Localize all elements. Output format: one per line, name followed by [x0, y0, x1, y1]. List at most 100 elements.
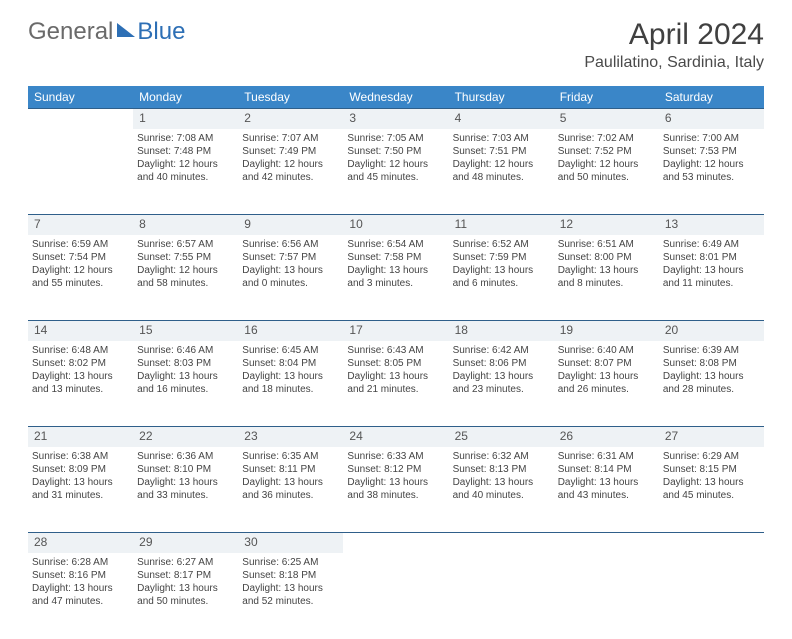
day-cell: Sunrise: 6:28 AMSunset: 8:16 PMDaylight:… — [28, 553, 133, 639]
day-number-cell: 1 — [133, 109, 238, 129]
day-cell — [449, 553, 554, 639]
sunset-line: Sunset: 8:04 PM — [242, 357, 339, 370]
day-number-cell: 21 — [28, 427, 133, 447]
day-cell: Sunrise: 6:51 AMSunset: 8:00 PMDaylight:… — [554, 235, 659, 321]
daylight-line: Daylight: 13 hours and 45 minutes. — [663, 476, 760, 502]
day-number-cell — [659, 533, 764, 553]
content-row: Sunrise: 6:28 AMSunset: 8:16 PMDaylight:… — [28, 553, 764, 639]
sunrise-line: Sunrise: 6:52 AM — [453, 238, 550, 251]
day-number-cell — [554, 533, 659, 553]
sunrise-line: Sunrise: 7:05 AM — [347, 132, 444, 145]
daylight-line: Daylight: 13 hours and 23 minutes. — [453, 370, 550, 396]
sunrise-line: Sunrise: 6:51 AM — [558, 238, 655, 251]
sunrise-line: Sunrise: 6:54 AM — [347, 238, 444, 251]
daylight-line: Daylight: 13 hours and 52 minutes. — [242, 582, 339, 608]
sunset-line: Sunset: 8:08 PM — [663, 357, 760, 370]
day-cell — [28, 129, 133, 215]
weekday-header: Sunday — [28, 86, 133, 109]
daylight-line: Daylight: 12 hours and 50 minutes. — [558, 158, 655, 184]
sunset-line: Sunset: 7:55 PM — [137, 251, 234, 264]
logo: General Blue — [28, 18, 185, 46]
sunrise-line: Sunrise: 6:40 AM — [558, 344, 655, 357]
sunrise-line: Sunrise: 6:35 AM — [242, 450, 339, 463]
daynum-row: 14151617181920 — [28, 321, 764, 341]
daylight-line: Daylight: 13 hours and 18 minutes. — [242, 370, 339, 396]
content-row: Sunrise: 6:38 AMSunset: 8:09 PMDaylight:… — [28, 447, 764, 533]
sunset-line: Sunset: 8:15 PM — [663, 463, 760, 476]
location-label: Paulilatino, Sardinia, Italy — [584, 54, 764, 72]
weekday-header: Tuesday — [238, 86, 343, 109]
sunrise-line: Sunrise: 6:32 AM — [453, 450, 550, 463]
sunrise-line: Sunrise: 6:45 AM — [242, 344, 339, 357]
daynum-row: 78910111213 — [28, 215, 764, 235]
day-cell: Sunrise: 6:57 AMSunset: 7:55 PMDaylight:… — [133, 235, 238, 321]
day-cell: Sunrise: 6:48 AMSunset: 8:02 PMDaylight:… — [28, 341, 133, 427]
sunset-line: Sunset: 8:12 PM — [347, 463, 444, 476]
sunset-line: Sunset: 7:53 PM — [663, 145, 760, 158]
day-cell: Sunrise: 6:31 AMSunset: 8:14 PMDaylight:… — [554, 447, 659, 533]
daylight-line: Daylight: 12 hours and 48 minutes. — [453, 158, 550, 184]
sunrise-line: Sunrise: 6:25 AM — [242, 556, 339, 569]
sunset-line: Sunset: 7:59 PM — [453, 251, 550, 264]
daylight-line: Daylight: 13 hours and 36 minutes. — [242, 476, 339, 502]
daylight-line: Daylight: 12 hours and 45 minutes. — [347, 158, 444, 184]
daylight-line: Daylight: 13 hours and 11 minutes. — [663, 264, 760, 290]
day-number-cell: 27 — [659, 427, 764, 447]
day-number-cell: 2 — [238, 109, 343, 129]
daylight-line: Daylight: 12 hours and 53 minutes. — [663, 158, 760, 184]
daylight-line: Daylight: 13 hours and 3 minutes. — [347, 264, 444, 290]
day-number-cell: 19 — [554, 321, 659, 341]
day-cell: Sunrise: 7:02 AMSunset: 7:52 PMDaylight:… — [554, 129, 659, 215]
sunset-line: Sunset: 8:14 PM — [558, 463, 655, 476]
daylight-line: Daylight: 12 hours and 58 minutes. — [137, 264, 234, 290]
sunset-line: Sunset: 8:18 PM — [242, 569, 339, 582]
sunrise-line: Sunrise: 6:42 AM — [453, 344, 550, 357]
sunset-line: Sunset: 8:13 PM — [453, 463, 550, 476]
sunset-line: Sunset: 8:05 PM — [347, 357, 444, 370]
day-cell: Sunrise: 6:59 AMSunset: 7:54 PMDaylight:… — [28, 235, 133, 321]
calendar-body: 123456Sunrise: 7:08 AMSunset: 7:48 PMDay… — [28, 109, 764, 639]
sunrise-line: Sunrise: 7:07 AM — [242, 132, 339, 145]
content-row: Sunrise: 6:48 AMSunset: 8:02 PMDaylight:… — [28, 341, 764, 427]
daylight-line: Daylight: 13 hours and 26 minutes. — [558, 370, 655, 396]
sunset-line: Sunset: 7:54 PM — [32, 251, 129, 264]
day-number-cell: 15 — [133, 321, 238, 341]
content-row: Sunrise: 7:08 AMSunset: 7:48 PMDaylight:… — [28, 129, 764, 215]
daylight-line: Daylight: 13 hours and 40 minutes. — [453, 476, 550, 502]
day-number-cell: 22 — [133, 427, 238, 447]
sunrise-line: Sunrise: 6:57 AM — [137, 238, 234, 251]
sunrise-line: Sunrise: 6:27 AM — [137, 556, 234, 569]
sunset-line: Sunset: 8:16 PM — [32, 569, 129, 582]
sunset-line: Sunset: 8:00 PM — [558, 251, 655, 264]
day-cell: Sunrise: 7:07 AMSunset: 7:49 PMDaylight:… — [238, 129, 343, 215]
sunrise-line: Sunrise: 6:39 AM — [663, 344, 760, 357]
day-number-cell: 16 — [238, 321, 343, 341]
daynum-row: 123456 — [28, 109, 764, 129]
day-number-cell: 26 — [554, 427, 659, 447]
day-cell: Sunrise: 7:00 AMSunset: 7:53 PMDaylight:… — [659, 129, 764, 215]
daylight-line: Daylight: 13 hours and 21 minutes. — [347, 370, 444, 396]
day-number-cell: 8 — [133, 215, 238, 235]
sunrise-line: Sunrise: 6:38 AM — [32, 450, 129, 463]
day-cell: Sunrise: 6:35 AMSunset: 8:11 PMDaylight:… — [238, 447, 343, 533]
day-cell: Sunrise: 6:27 AMSunset: 8:17 PMDaylight:… — [133, 553, 238, 639]
day-number-cell — [449, 533, 554, 553]
logo-text-blue: Blue — [137, 18, 185, 46]
sunrise-line: Sunrise: 7:08 AM — [137, 132, 234, 145]
day-number-cell — [343, 533, 448, 553]
sunset-line: Sunset: 8:01 PM — [663, 251, 760, 264]
day-number-cell: 11 — [449, 215, 554, 235]
daylight-line: Daylight: 13 hours and 43 minutes. — [558, 476, 655, 502]
day-number-cell: 13 — [659, 215, 764, 235]
sunrise-line: Sunrise: 7:02 AM — [558, 132, 655, 145]
sunset-line: Sunset: 8:06 PM — [453, 357, 550, 370]
header: General Blue April 2024 Paulilatino, Sar… — [28, 18, 764, 72]
day-cell — [343, 553, 448, 639]
weekday-header-row: SundayMondayTuesdayWednesdayThursdayFrid… — [28, 86, 764, 109]
day-number-cell: 5 — [554, 109, 659, 129]
sunset-line: Sunset: 8:02 PM — [32, 357, 129, 370]
sunset-line: Sunset: 8:07 PM — [558, 357, 655, 370]
day-cell: Sunrise: 6:43 AMSunset: 8:05 PMDaylight:… — [343, 341, 448, 427]
sunset-line: Sunset: 7:58 PM — [347, 251, 444, 264]
sunset-line: Sunset: 7:51 PM — [453, 145, 550, 158]
